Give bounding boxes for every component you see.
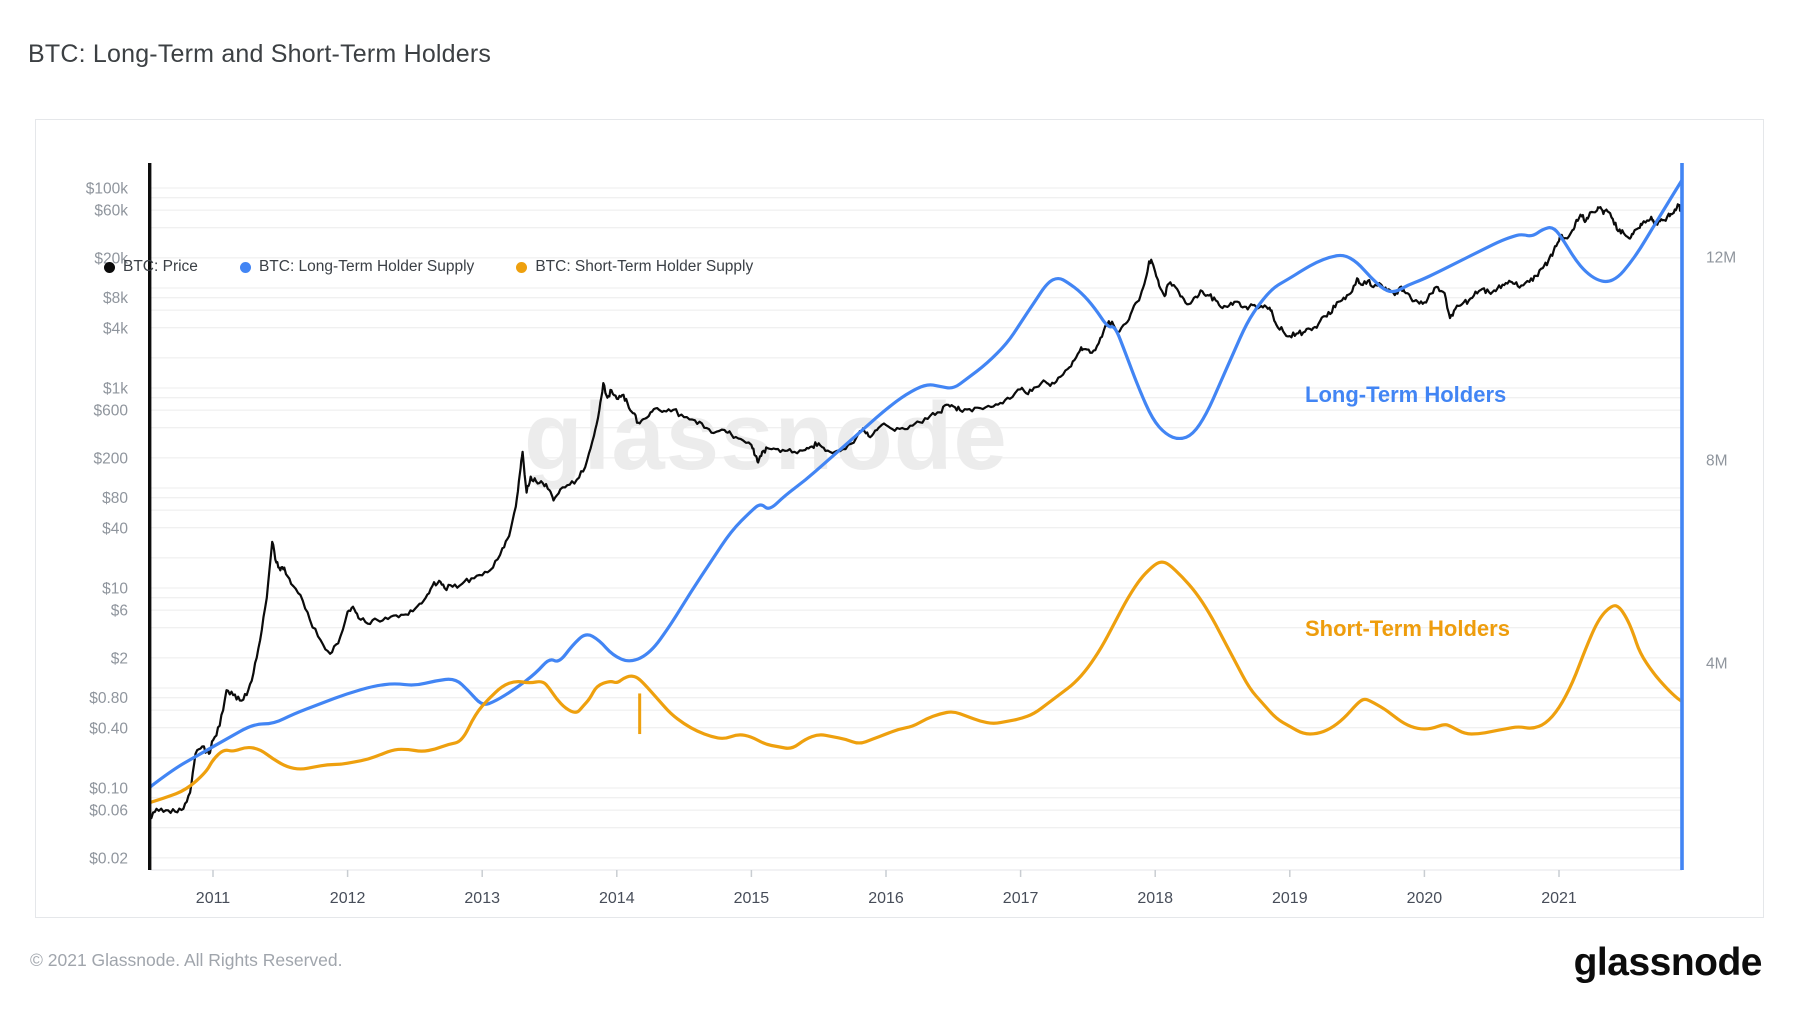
price-axis-label: $4k	[103, 320, 128, 337]
legend-dot-icon	[239, 261, 251, 273]
price-axis-label: $0.06	[89, 803, 128, 820]
price-axis-label: $0.10	[89, 781, 128, 798]
x-axis-label: 2014	[599, 890, 635, 907]
chart-legend: BTC: Price BTC: Long-Term Holder Supply BT…	[104, 258, 753, 276]
price-axis-label: $0.40	[89, 720, 128, 737]
legend-item-0[interactable]: BTC: Price	[104, 258, 198, 276]
left-axis-spine	[148, 163, 152, 870]
supply-axis-label: 4M	[1706, 656, 1728, 673]
price-axis-label: $60k	[94, 203, 128, 220]
price-axis-label: $6	[111, 603, 128, 620]
price-axis-label: $40	[102, 520, 128, 537]
price-axis-label: $200	[94, 450, 129, 467]
long-term-holders-label: Long-Term Holders	[1305, 382, 1507, 407]
x-axis-label: 2017	[1003, 890, 1039, 907]
short-term-holders-label: Short-Term Holders	[1305, 616, 1510, 641]
price-axis-label: $1k	[103, 381, 128, 398]
copyright-text: © 2021 Glassnode. All Rights Reserved.	[30, 950, 343, 970]
legend-dot-icon	[104, 261, 115, 273]
price-axis-label: $0.02	[89, 850, 128, 867]
price-axis-label: $0.80	[89, 690, 128, 707]
lth-supply-line	[148, 179, 1684, 789]
legend-item-label: BTC: Short-Term Holder Supply	[535, 258, 754, 275]
x-axis-label: 2020	[1407, 890, 1443, 907]
x-axis-label: 2021	[1541, 890, 1577, 907]
price-axis-label: $8k	[103, 290, 128, 307]
glassnode-watermark: glassnode	[524, 383, 1008, 490]
supply-axis-label: 12M	[1706, 250, 1736, 267]
price-line	[148, 203, 1683, 820]
x-axis-label: 2016	[868, 890, 904, 907]
price-axis-label: $600	[94, 403, 129, 420]
price-axis-label: $10	[102, 581, 128, 598]
price-axis-label: $2	[111, 650, 128, 667]
price-axis-label: $20k	[94, 250, 128, 267]
legend-item-2[interactable]: BTC: Short-Term Holder Supply	[516, 258, 753, 276]
legend-dot-icon	[516, 261, 528, 273]
right-end-line	[1680, 163, 1684, 870]
x-axis-label: 2019	[1272, 890, 1308, 907]
x-axis-label: 2018	[1137, 890, 1173, 907]
price-axis-label: $100k	[86, 181, 128, 198]
x-axis-label: 2013	[464, 890, 500, 907]
glassnode-logo: glassnode	[1573, 941, 1763, 984]
page-title: BTC: Long-Term and Short-Term Holders	[28, 40, 492, 68]
legend-item-1[interactable]: BTC: Long-Term Holder Supply	[239, 258, 475, 276]
legend-item-label: BTC: Price	[123, 258, 198, 275]
legend-item-label: BTC: Long-Term Holder Supply	[258, 258, 475, 275]
x-axis-label: 2015	[734, 890, 770, 907]
x-axis-label: 2012	[330, 890, 366, 907]
price-axis-label: $80	[102, 490, 128, 507]
sth-supply-line	[148, 560, 1684, 805]
x-axis-label: 2011	[196, 890, 231, 907]
supply-axis-label: 8M	[1706, 453, 1728, 470]
